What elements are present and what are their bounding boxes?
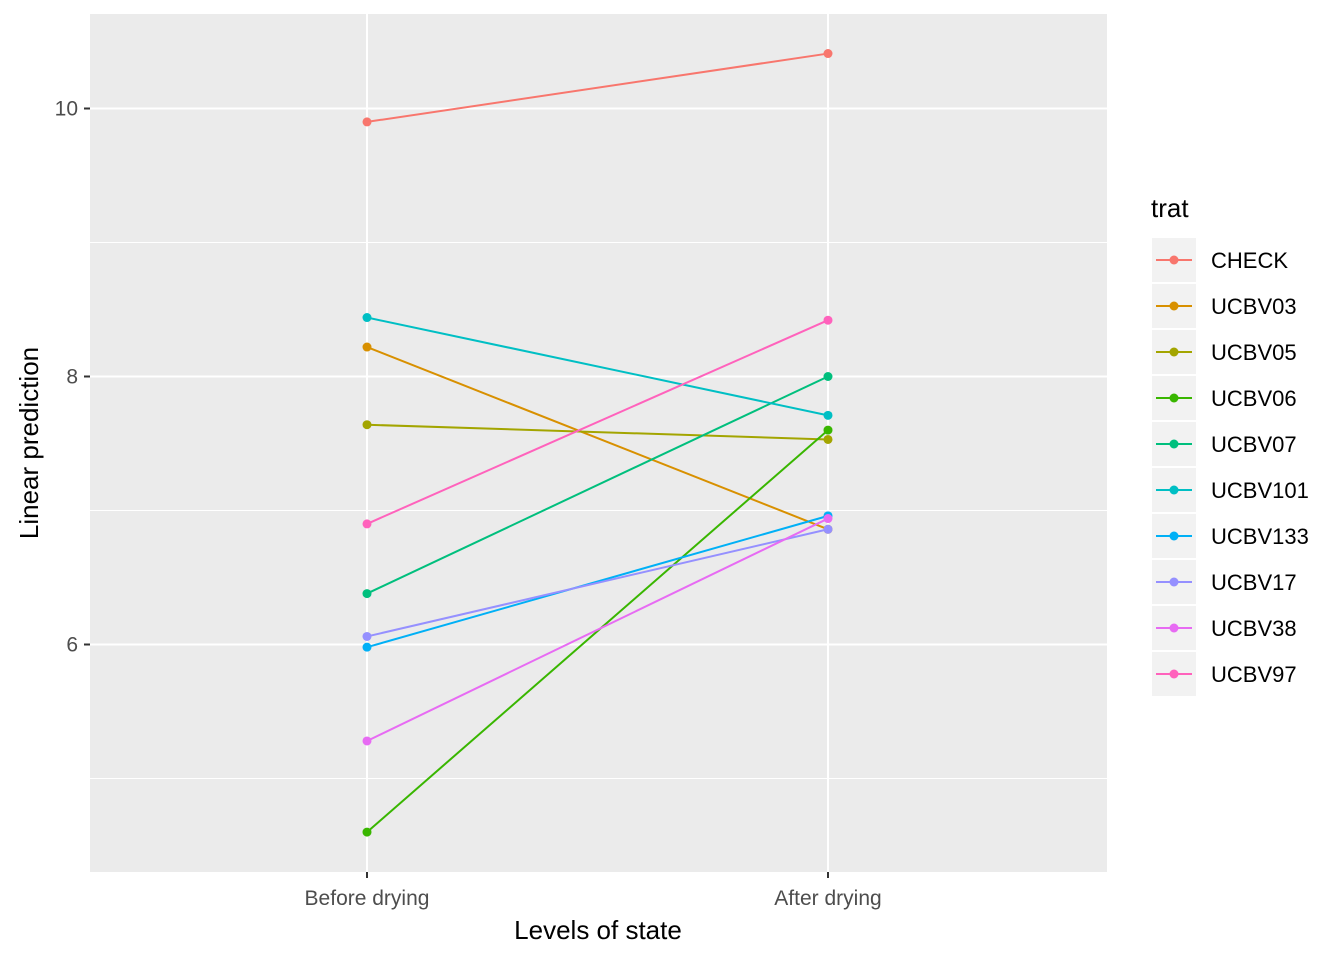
data-point bbox=[362, 736, 372, 746]
legend-item-ucbv07: UCBV07 bbox=[1152, 422, 1297, 466]
data-point bbox=[823, 425, 833, 435]
legend-key-point bbox=[1169, 669, 1179, 679]
data-point bbox=[823, 524, 833, 534]
series-line bbox=[366, 346, 829, 531]
axis-tick-labels: 6 8 10 Before drying After drying bbox=[55, 98, 882, 911]
series-line bbox=[366, 319, 829, 525]
data-point bbox=[823, 410, 833, 420]
legend-label: UCBV101 bbox=[1211, 478, 1309, 503]
legend-key-point bbox=[1169, 255, 1179, 265]
legend-label: UCBV17 bbox=[1211, 570, 1297, 595]
legend-label: UCBV07 bbox=[1211, 432, 1297, 457]
data-point bbox=[362, 589, 372, 599]
legend-item-ucbv97: UCBV97 bbox=[1152, 652, 1297, 696]
series-line bbox=[366, 517, 829, 742]
x-axis-title: Levels of state bbox=[514, 915, 682, 945]
legend-title: trat bbox=[1151, 193, 1189, 223]
axis-ticks bbox=[84, 107, 829, 878]
series-line bbox=[366, 514, 829, 649]
y-axis-title: Linear prediction bbox=[14, 347, 44, 539]
legend-key-point bbox=[1169, 439, 1179, 449]
minor-gridlines bbox=[90, 242, 1107, 779]
legend-key-point bbox=[1169, 347, 1179, 357]
legend-item-ucbv05: UCBV05 bbox=[1152, 330, 1297, 374]
y-tick-label: 6 bbox=[66, 634, 78, 657]
y-tick-label: 8 bbox=[66, 366, 78, 389]
data-point bbox=[362, 342, 372, 352]
legend-item-ucbv38: UCBV38 bbox=[1152, 606, 1297, 650]
legend-label: UCBV38 bbox=[1211, 616, 1297, 641]
data-point bbox=[362, 642, 372, 652]
series-ucbv06 bbox=[362, 425, 833, 837]
data-point bbox=[823, 49, 833, 59]
series-line bbox=[366, 375, 829, 595]
legend-label: CHECK bbox=[1211, 248, 1288, 273]
data-point bbox=[362, 827, 372, 837]
legend-item-check: CHECK bbox=[1152, 238, 1288, 282]
legend-label: UCBV97 bbox=[1211, 662, 1297, 687]
legend-key-point bbox=[1169, 301, 1179, 311]
legend-item-ucbv133: UCBV133 bbox=[1152, 514, 1309, 558]
legend-key-point bbox=[1169, 577, 1179, 587]
data-point bbox=[823, 372, 833, 381]
legend-label: UCBV05 bbox=[1211, 340, 1297, 365]
series-line bbox=[366, 423, 829, 441]
series-line bbox=[366, 52, 829, 123]
legend-items: CHECK UCBV03 UCBV05 UCBV06 UCBV07 UCBV101 UCBV… bbox=[1152, 238, 1309, 696]
series-line bbox=[366, 316, 829, 417]
legend-label: UCBV133 bbox=[1211, 524, 1309, 549]
legend: trat CHECK UCBV03 UCBV05 UCBV06 UCBV07 UCBV10… bbox=[1151, 193, 1309, 696]
legend-key-point bbox=[1169, 393, 1179, 403]
legend-item-ucbv101: UCBV101 bbox=[1152, 468, 1309, 512]
series-ucbv38 bbox=[362, 514, 833, 746]
series-ucbv17 bbox=[362, 524, 833, 641]
legend-label: UCBV06 bbox=[1211, 386, 1297, 411]
x-tick-label: After drying bbox=[774, 887, 881, 910]
series-line bbox=[366, 528, 829, 638]
data-point bbox=[362, 631, 372, 641]
series-ucbv05 bbox=[362, 420, 833, 444]
plot-panel bbox=[90, 14, 1107, 872]
data-point bbox=[823, 514, 833, 524]
data-point bbox=[362, 313, 372, 323]
legend-item-ucbv17: UCBV17 bbox=[1152, 560, 1297, 604]
x-tick-label: Before drying bbox=[305, 887, 430, 910]
series-ucbv101 bbox=[362, 313, 833, 420]
legend-key-point bbox=[1169, 485, 1179, 495]
data-point bbox=[362, 420, 372, 430]
y-tick-label: 10 bbox=[55, 98, 78, 121]
series-ucbv07 bbox=[362, 372, 833, 599]
series-layer bbox=[362, 49, 833, 837]
legend-item-ucbv06: UCBV06 bbox=[1152, 376, 1297, 420]
data-point bbox=[823, 315, 833, 325]
series-line bbox=[366, 429, 829, 833]
series-check bbox=[362, 49, 833, 127]
legend-key-point bbox=[1169, 531, 1179, 541]
series-ucbv97 bbox=[362, 315, 833, 529]
legend-item-ucbv03: UCBV03 bbox=[1152, 284, 1297, 328]
data-point bbox=[362, 519, 372, 529]
major-gridlines bbox=[90, 14, 1107, 872]
data-point bbox=[362, 117, 372, 127]
legend-label: UCBV03 bbox=[1211, 294, 1297, 319]
data-point bbox=[823, 434, 833, 444]
legend-key-point bbox=[1169, 623, 1179, 633]
